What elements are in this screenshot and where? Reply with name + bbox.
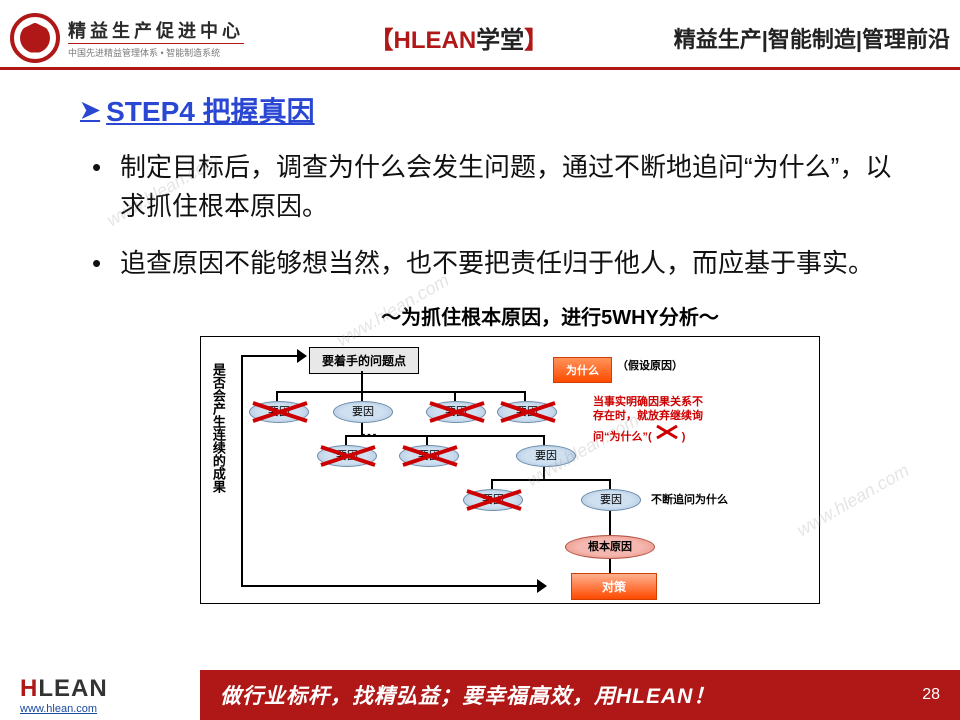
arrow-head-icon	[537, 579, 547, 593]
header-hlean: HLEAN	[394, 27, 477, 54]
footer-left: HLEAN www.hlean.com	[0, 670, 200, 720]
header-xuetang: 学堂	[476, 27, 524, 54]
note-abandon: 当事实明确因果关系不 存在时，就放弃继续询 问“为什么”( )	[593, 395, 783, 444]
connector	[276, 391, 278, 401]
hypo-label: （假设原因）	[617, 359, 683, 373]
bracket-line	[241, 355, 243, 585]
footer-url: www.hlean.com	[20, 703, 97, 715]
cause-node: 要因	[426, 401, 486, 423]
connector	[361, 391, 363, 401]
footer: HLEAN www.hlean.com 做行业标杆，找精弘益；要幸福高效，用HL…	[0, 670, 960, 720]
diagram-area: ～为抓住根本原因，进行5WHY分析～ 是否会产生连续的成果 要着手的问题点 要因…	[200, 301, 900, 604]
connector	[524, 391, 526, 401]
header-right: 精益生产|智能制造|管理前沿	[674, 22, 950, 54]
cause-node: 要因	[317, 445, 377, 467]
cross-icon	[655, 424, 679, 440]
note-keep-asking: 不断追问为什么	[651, 493, 728, 507]
connector	[361, 371, 363, 391]
cause-node: 要因	[463, 489, 523, 511]
connector	[454, 391, 456, 401]
measure-box: 对策	[571, 573, 657, 600]
bullet-list: 制定目标后，调查为什么会发生问题，通过不断地追问“为什么”，以求抓住根本原因。 …	[80, 148, 910, 283]
connector	[543, 467, 545, 479]
diagram-box: 是否会产生连续的成果 要着手的问题点 要因 要因 要因 要因 ⋮ 要因 要因 要…	[200, 336, 820, 604]
connector	[491, 479, 493, 489]
connector	[609, 479, 611, 489]
header-underline	[0, 67, 960, 70]
vertical-label: 是否会产生连续的成果	[209, 363, 226, 493]
footer-logo: HLEAN	[20, 675, 108, 703]
header-center: 【HLEAN学堂】	[244, 20, 674, 55]
root-cause-node: 根本原因	[565, 535, 655, 559]
logo-area: 精益生产促进中心 中国先进精益管理体系 • 智能制造系统	[10, 13, 244, 63]
connector	[543, 435, 545, 445]
problem-box: 要着手的问题点	[309, 347, 419, 374]
connector	[345, 435, 347, 445]
bracket-bottom	[241, 585, 541, 587]
connector	[609, 559, 611, 573]
cause-node: 要因	[333, 401, 393, 423]
logo-main: 精益生产促进中心	[68, 17, 244, 43]
cause-node: 要因	[399, 445, 459, 467]
cause-node: 要因	[581, 489, 641, 511]
bullet-item: 追查原因不能够想当然，也不要把责任归于他人，而应基于事实。	[80, 244, 910, 283]
cause-node: 要因	[497, 401, 557, 423]
why-box: 为什么	[553, 357, 612, 383]
connector	[609, 511, 611, 535]
page-number: 28	[922, 686, 940, 704]
bracket-right: 】	[524, 27, 548, 54]
step-title: ➤ STEP4 把握真因	[80, 90, 910, 130]
logo-text: 精益生产促进中心 中国先进精益管理体系 • 智能制造系统	[68, 17, 244, 59]
logo-sub: 中国先进精益管理体系 • 智能制造系统	[68, 43, 244, 59]
header-bar: 精益生产促进中心 中国先进精益管理体系 • 智能制造系统 【HLEAN学堂】 精…	[0, 0, 960, 70]
logo-icon	[10, 13, 60, 63]
content-area: ➤ STEP4 把握真因 制定目标后，调查为什么会发生问题，通过不断地追问“为什…	[0, 70, 960, 283]
step-label: STEP4 把握真因	[106, 90, 314, 130]
connector	[345, 435, 545, 437]
connector	[361, 423, 363, 435]
bracket-left: 【	[370, 27, 394, 54]
cause-node: 要因	[516, 445, 576, 467]
arrow-icon: ➤	[80, 96, 100, 125]
connector	[276, 391, 526, 393]
footer-right: 做行业标杆，找精弘益；要幸福高效，用HLEAN！ 28	[200, 670, 960, 720]
bracket-top	[241, 355, 301, 357]
diagram-title: ～为抓住根本原因，进行5WHY分析～	[200, 301, 900, 330]
bullet-item: 制定目标后，调查为什么会发生问题，通过不断地追问“为什么”，以求抓住根本原因。	[80, 148, 910, 226]
footer-slogan: 做行业标杆，找精弘益；要幸福高效，用HLEAN！	[220, 680, 715, 710]
connector	[426, 435, 428, 445]
arrow-head-icon	[297, 349, 307, 363]
cause-node: 要因	[249, 401, 309, 423]
connector	[491, 479, 611, 481]
